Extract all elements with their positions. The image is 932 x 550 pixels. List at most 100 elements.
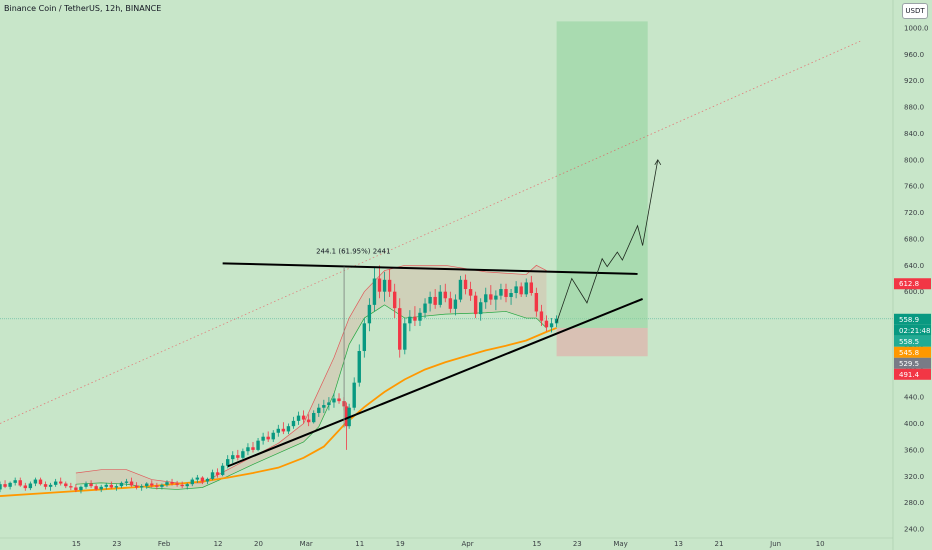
price-badge [894, 335, 931, 347]
candle-down [301, 415, 306, 420]
price-badge-label: 545.8 [899, 349, 919, 357]
candle-up [403, 323, 407, 350]
candle-down [74, 487, 78, 491]
candle-up [484, 294, 488, 303]
candle-up [291, 420, 296, 427]
candle-up [327, 402, 331, 406]
candle-down [266, 436, 270, 440]
candle-down [236, 455, 240, 458]
candle-down [433, 296, 437, 305]
y-tick-label: 240.0 [904, 526, 924, 534]
price-badge-label: 612.8 [899, 280, 919, 288]
price-badge [894, 357, 931, 369]
candle-up [357, 351, 361, 383]
candle-up [367, 304, 372, 324]
candle-up [99, 486, 103, 490]
x-tick-label: 12 [214, 540, 223, 548]
stop-zone [556, 327, 648, 357]
candle-down [134, 485, 139, 488]
candle-up [296, 415, 301, 421]
candle-down [251, 447, 255, 450]
projection-arrowhead [654, 159, 662, 166]
candle-down [448, 298, 453, 309]
candle-down [18, 480, 22, 486]
candle-down [529, 282, 533, 294]
candle-up [33, 479, 38, 484]
cloud-lower-line [75, 304, 547, 490]
candle-down [200, 477, 205, 482]
x-tick-label: 15 [72, 540, 81, 548]
candle-down [463, 279, 468, 290]
candle-up [312, 412, 316, 423]
candle-down [392, 291, 397, 309]
candle-down [398, 308, 402, 350]
candle-up [362, 323, 367, 352]
candle-down [59, 481, 63, 484]
candle-down [170, 482, 174, 484]
chart-title: Binance Coin / TetherUS, 12h, BINANCE [4, 4, 162, 13]
candle-down [504, 289, 508, 297]
candle-up [231, 455, 235, 460]
candle-up [226, 459, 230, 466]
candle-down [3, 484, 7, 487]
y-tick-label: 360.0 [904, 446, 924, 454]
candle-up [145, 483, 149, 487]
candle-up [210, 472, 215, 479]
y-tick-label: 720.0 [904, 209, 924, 217]
cloud-upper-line [75, 264, 547, 484]
candle-down [94, 486, 98, 490]
y-tick-label: 880.0 [904, 104, 924, 112]
y-tick-label: 920.0 [904, 77, 924, 85]
x-tick-label: 13 [674, 540, 683, 548]
target-zone [556, 21, 648, 328]
candle-up [0, 484, 2, 490]
y-tick-label: 800.0 [904, 156, 924, 164]
y-tick-label: 640.0 [904, 262, 924, 270]
ema-line [0, 327, 557, 497]
candle-down [489, 294, 493, 300]
candle-up [372, 278, 377, 305]
candle-up [205, 478, 210, 482]
x-tick-label: 20 [254, 540, 263, 548]
candle-up [84, 483, 88, 487]
candle-down [337, 398, 341, 402]
price-badge [894, 346, 931, 358]
candle-up [241, 451, 245, 458]
candle-down [539, 311, 544, 321]
candle-up [8, 482, 12, 487]
candle-up [554, 318, 559, 324]
y-tick-label: 1000.0 [904, 25, 929, 33]
price-badge-label: 491.4 [899, 371, 920, 379]
candle-up [499, 289, 503, 296]
candle-up [352, 382, 356, 408]
candle-up [48, 484, 53, 487]
candle-down [109, 484, 114, 488]
candle-up [322, 405, 326, 408]
candle-up [195, 477, 200, 480]
candle-down [413, 316, 417, 321]
x-tick-label: Jun [769, 540, 781, 548]
x-tick-label: May [613, 540, 627, 548]
price-badge [894, 278, 931, 290]
currency-button[interactable]: USDT [902, 3, 928, 19]
x-tick-label: 23 [573, 540, 582, 548]
candle-up [286, 426, 291, 432]
candle-up [423, 303, 427, 313]
candle-up [79, 486, 83, 491]
x-tick-label: 21 [715, 540, 724, 548]
candle-up [53, 481, 58, 485]
cloud-fill [75, 265, 547, 490]
price-badge [894, 368, 931, 380]
candle-up [317, 407, 321, 413]
candle-down [377, 278, 382, 292]
candle-down [155, 485, 159, 487]
x-tick-label: 15 [532, 540, 541, 548]
candle-up [114, 486, 119, 488]
x-tick-label: 23 [112, 540, 121, 548]
candle-down [473, 295, 478, 315]
y-tick-label: 760.0 [904, 183, 924, 191]
candle-up [549, 323, 554, 328]
candle-down [23, 485, 27, 489]
